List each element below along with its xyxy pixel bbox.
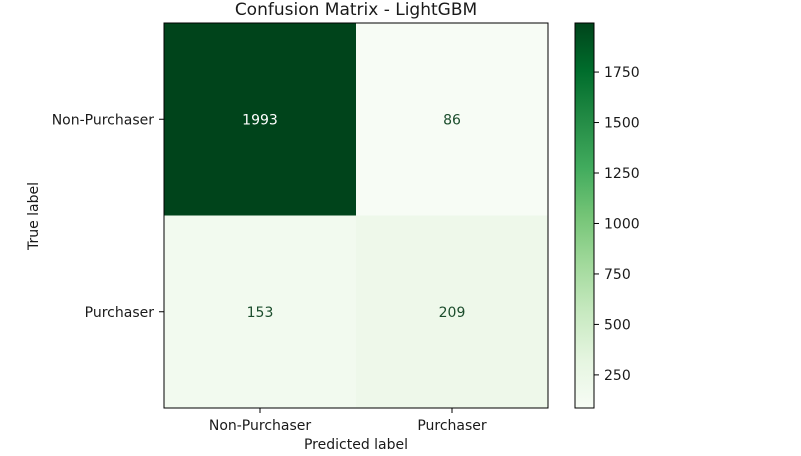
- cell-value-label: 86: [443, 112, 461, 128]
- colorbar-tick-label: 750: [604, 267, 631, 283]
- matrix-cell: [356, 215, 548, 408]
- colorbar-tick-label: 1750: [604, 65, 640, 81]
- y-axis-label: True label: [26, 182, 42, 251]
- chart-title: Confusion Matrix - LightGBM: [235, 0, 477, 20]
- y-tick-label: Purchaser: [85, 305, 155, 321]
- colorbar-tick-label: 250: [604, 368, 631, 384]
- x-tick-label: Purchaser: [417, 418, 487, 434]
- cell-value-label: 153: [247, 305, 274, 321]
- colorbar: [574, 22, 595, 409]
- y-tick-label: Non-Purchaser: [52, 112, 155, 128]
- x-tick-label: Non-Purchaser: [209, 418, 312, 434]
- cell-value-label: 209: [439, 305, 466, 321]
- colorbar-tick-label: 1500: [604, 116, 640, 132]
- plot-frame: [163, 22, 549, 409]
- colorbar-tick-label: 500: [604, 317, 631, 333]
- colorbar-tick-label: 1250: [604, 166, 640, 182]
- matrix-cell: [164, 23, 356, 216]
- colorbar-tick-label: 1000: [604, 216, 640, 232]
- matrix-cell: [164, 215, 356, 408]
- matrix-cell: [356, 23, 548, 216]
- cell-value-label: 1993: [242, 112, 278, 128]
- x-axis-label: Predicted label: [304, 437, 408, 453]
